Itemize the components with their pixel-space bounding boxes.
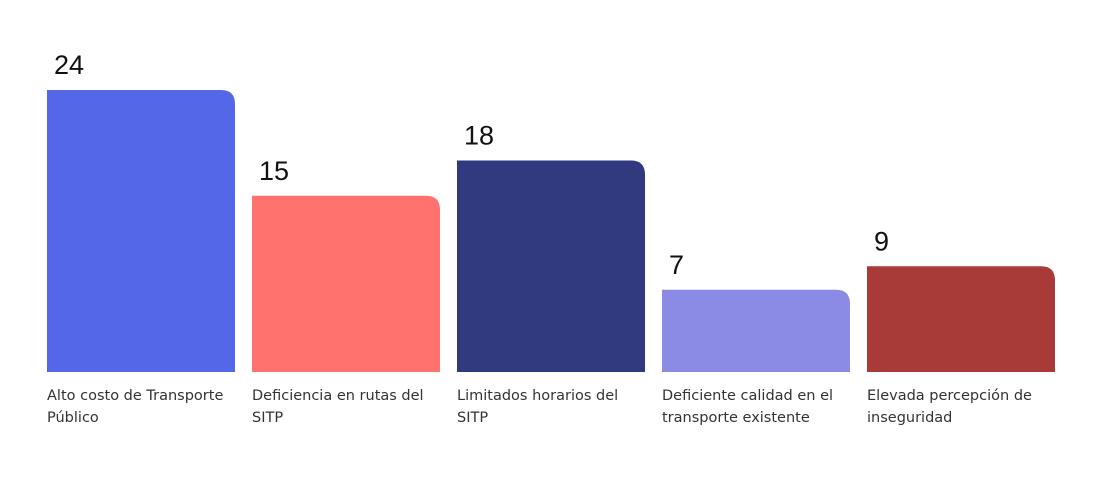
bar-value-label-3: 18 — [464, 121, 494, 151]
category-label-line: Público — [47, 410, 99, 426]
category-label-line: Deficiente calidad en el — [662, 388, 833, 404]
category-label-line: transporte existente — [662, 410, 810, 426]
bar-2 — [252, 195, 440, 372]
category-label-2: Deficiencia en rutas del SITP — [252, 388, 424, 426]
category-label-4: Deficiente calidad en el transporte exist… — [662, 388, 833, 426]
bar-4 — [662, 289, 850, 372]
category-label-line: inseguridad — [867, 410, 952, 426]
category-label-line: Deficiencia en rutas del — [252, 388, 424, 404]
category-label-3: Limitados horarios del SITP — [457, 388, 618, 426]
bar-value-label-4: 7 — [669, 250, 684, 280]
bar-value-label-2: 15 — [259, 156, 289, 186]
category-label-line: Alto costo de Transporte — [47, 388, 223, 404]
category-label-line: SITP — [252, 410, 283, 426]
bar-value-label-5: 9 — [874, 226, 889, 256]
category-label-line: SITP — [457, 410, 488, 426]
bar-5 — [867, 266, 1055, 372]
category-label-1: Alto costo de Transporte Público — [47, 388, 223, 426]
bar-3 — [457, 160, 645, 372]
bar-1 — [47, 90, 235, 372]
category-label-5: Elevada percepción de inseguridad — [867, 388, 1032, 426]
category-label-line: Limitados horarios del — [457, 388, 618, 404]
category-label-line: Elevada percepción de — [867, 388, 1032, 404]
bar-value-label-1: 24 — [54, 50, 84, 80]
